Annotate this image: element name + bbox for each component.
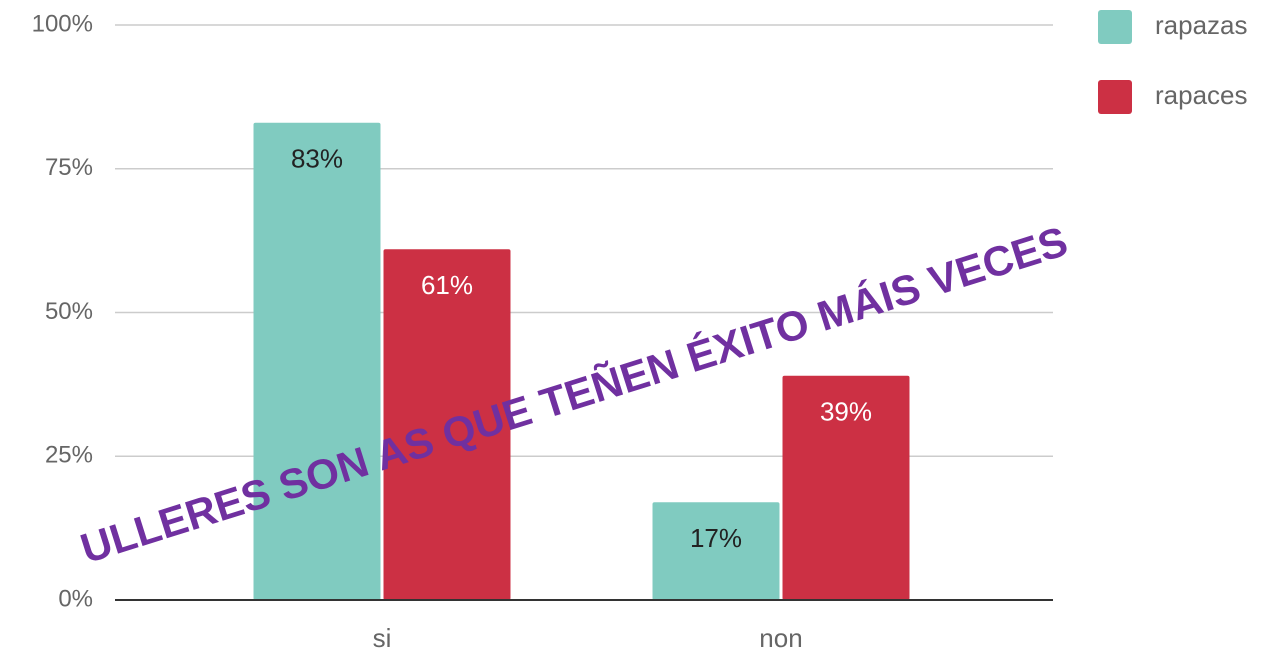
x-tick-label: si [373,623,392,653]
x-tick-label: non [759,623,802,653]
legend-label: rapazas [1155,10,1248,40]
bar [253,122,381,600]
value-label: 83% [291,144,343,174]
y-tick-label: 0% [58,585,93,612]
y-tick-label: 75% [45,154,93,181]
bar [383,249,511,600]
legend-label: rapaces [1155,80,1248,110]
legend-swatch [1098,10,1132,44]
value-label: 61% [421,270,473,300]
y-tick-label: 100% [32,10,93,37]
value-label: 17% [690,523,742,553]
annotation: ULLERES SON AS QUE TEÑEN ÉXITO MÁIS VECE… [75,217,1073,572]
y-tick-label: 25% [45,442,93,469]
value-label: 39% [820,397,872,427]
y-tick-label: 50% [45,298,93,325]
legend-swatch [1098,80,1132,114]
bar [782,375,910,600]
bar [652,502,780,600]
